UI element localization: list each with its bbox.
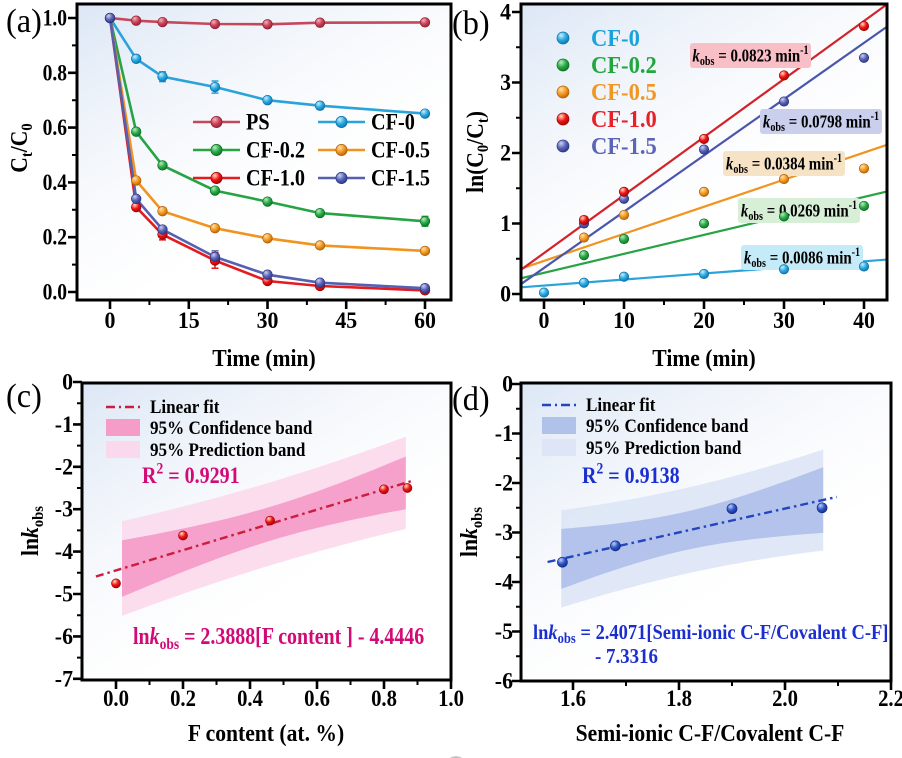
svg-text:CF-1.5: CF-1.5 [371,165,430,190]
svg-text:-4: -4 [495,569,513,595]
svg-text:0: 0 [500,281,511,307]
svg-text:-5: -5 [55,581,73,607]
svg-text:-6: -6 [55,623,73,649]
svg-text:-7: -7 [55,666,73,692]
svg-text:-4: -4 [55,539,73,565]
svg-text:0: 0 [62,369,73,395]
svg-text:-5: -5 [495,618,513,644]
svg-text:1.8: 1.8 [666,686,692,711]
svg-text:15: 15 [178,307,200,333]
svg-text:lnkobs​ = 2.4071[Semi-ionic C-: lnkobs​ = 2.4071[Semi-ionic C-F/Covalent… [533,621,888,646]
svg-text:0.6: 0.6 [304,686,330,711]
svg-text:40: 40 [853,307,875,333]
svg-text:-1: -1 [495,420,513,446]
svg-text:-3: -3 [55,496,73,522]
svg-text:CF-1.0: CF-1.0 [246,165,305,190]
svg-text:0.8: 0.8 [43,60,67,86]
svg-text:0.2: 0.2 [170,686,196,711]
svg-text:0.4: 0.4 [237,686,263,711]
svg-text:Time (min): Time (min) [212,345,315,371]
svg-text:F content (at. %): F content (at. %) [188,720,344,746]
svg-text:Time (min): Time (min) [652,345,755,371]
svg-text:CF-1.5: CF-1.5 [591,133,657,160]
svg-text:2.0: 2.0 [772,686,798,711]
svg-text:- 7.3316: - 7.3316 [595,645,658,668]
svg-text:95% Prediction band: 95% Prediction band [586,437,741,458]
svg-text:2.2: 2.2 [878,686,902,711]
svg-text:kobs​ = 0.0798 min-1​: kobs​ = 0.0798 min-1​ [763,110,880,134]
svg-text:CF-0.5: CF-0.5 [371,137,430,162]
svg-text:Semi-ionic C-F/Covalent C-F: Semi-ionic C-F/Covalent C-F [576,720,845,746]
svg-text:95% Confidence band: 95% Confidence band [586,415,748,436]
svg-text:3: 3 [500,69,511,95]
svg-text:95% Confidence band: 95% Confidence band [150,417,312,438]
svg-text:-2: -2 [55,454,73,480]
svg-text:CF-0.2: CF-0.2 [591,52,657,79]
svg-text:4: 4 [500,0,511,25]
svg-text:CF-1.0: CF-1.0 [591,106,657,133]
svg-text:1: 1 [500,210,511,236]
svg-text:10: 10 [613,307,635,333]
svg-text:1.0: 1.0 [43,5,67,31]
svg-text:CF-0.5: CF-0.5 [591,79,657,106]
svg-text:0.8: 0.8 [371,686,397,711]
svg-text:0.4: 0.4 [43,169,68,195]
svg-text:2: 2 [500,140,511,166]
svg-text:CF-0.2: CF-0.2 [246,137,305,162]
svg-text:(b): (b) [452,4,490,42]
svg-text:-3: -3 [495,519,513,545]
svg-text:CF-0: CF-0 [591,25,640,52]
svg-text:95% Prediction band: 95% Prediction band [150,439,305,460]
svg-text:30: 30 [257,307,279,333]
svg-text:CF-0: CF-0 [371,109,415,134]
svg-text:45: 45 [335,307,357,333]
svg-text:0.2: 0.2 [43,224,67,250]
svg-text:1.0: 1.0 [438,686,464,711]
svg-text:0.0: 0.0 [43,279,67,305]
svg-text:-2: -2 [495,470,513,496]
svg-text:0: 0 [105,307,116,333]
svg-text:Ct​/C0​: Ct​/C0​ [6,123,36,173]
svg-text:kobs​ = 0.0823 min-1​: kobs​ = 0.0823 min-1​ [692,44,809,68]
svg-text:(d): (d) [452,380,490,418]
svg-text:0: 0 [502,371,513,397]
svg-text:-6: -6 [495,668,513,694]
svg-text:0: 0 [539,307,550,333]
svg-text:-1: -1 [55,411,73,437]
svg-text:30: 30 [773,307,795,333]
svg-text:Linear fit: Linear fit [150,396,219,417]
svg-text:1.6: 1.6 [560,686,586,711]
svg-text:(c): (c) [6,377,42,415]
svg-text:0.6: 0.6 [43,115,68,141]
svg-text:Linear fit: Linear fit [586,394,655,415]
svg-text:60: 60 [414,307,436,333]
svg-text:lnkobs​ = 2.3888[F content ] -: lnkobs​ = 2.3888[F content ] - 4.4446 [133,622,424,653]
svg-text:PS: PS [246,109,270,134]
svg-text:20: 20 [693,307,715,333]
svg-text:(a): (a) [6,2,42,40]
svg-text:0.0: 0.0 [103,686,129,711]
